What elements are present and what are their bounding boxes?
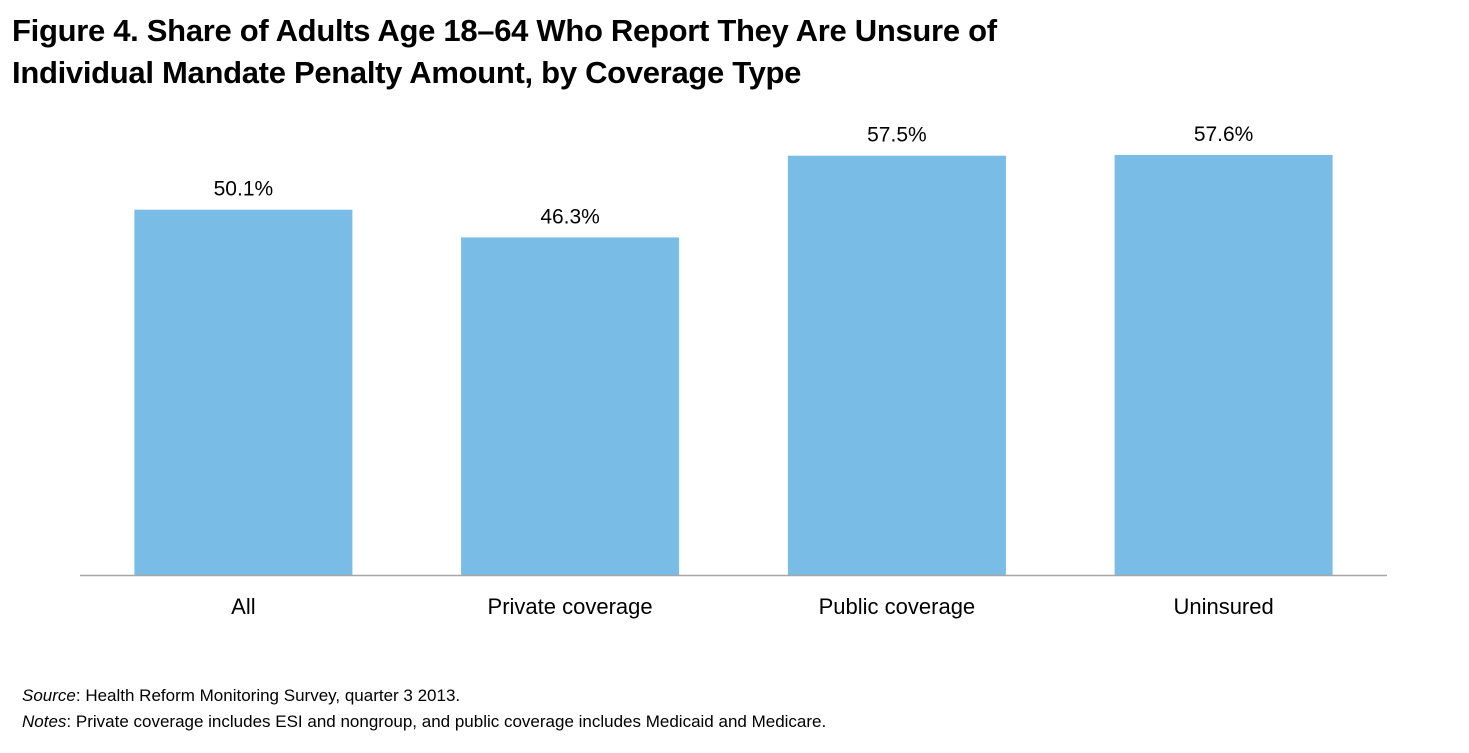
notes-lead: Notes [22,712,67,731]
category-label-3: Uninsured [1173,594,1273,619]
bar-chart: 50.1% All 46.3% Private coverage 57.5% Public… [80,123,1387,619]
bar-2 [787,155,1006,575]
bar-0 [134,209,353,575]
notes-text: : Private coverage includes ESI and nong… [66,712,827,731]
data-label-0: 50.1% [214,178,274,201]
source-lead: Source [22,686,76,705]
data-label-1: 46.3% [540,205,600,228]
notes-note: Notes: Private coverage includes ESI and… [22,709,826,735]
category-label-1: Private coverage [488,594,653,619]
bar-3 [1114,155,1333,575]
chart-title-line-1: Figure 4. Share of Adults Age 18–64 Who … [12,13,997,48]
source-note: Source: Health Reform Monitoring Survey,… [22,683,826,709]
chart-title: Figure 4. Share of Adults Age 18–64 Who … [12,10,1112,94]
source-text: : Health Reform Monitoring Survey, quart… [75,686,461,705]
chart-title-line-2: Individual Mandate Penalty Amount, by Co… [12,55,802,90]
category-label-2: Public coverage [819,594,976,619]
data-label-3: 57.6% [1194,123,1254,146]
category-label-0: All [231,594,255,619]
footnotes: Source: Health Reform Monitoring Survey,… [22,683,826,735]
bar-1 [461,237,680,575]
data-label-2: 57.5% [867,124,927,147]
